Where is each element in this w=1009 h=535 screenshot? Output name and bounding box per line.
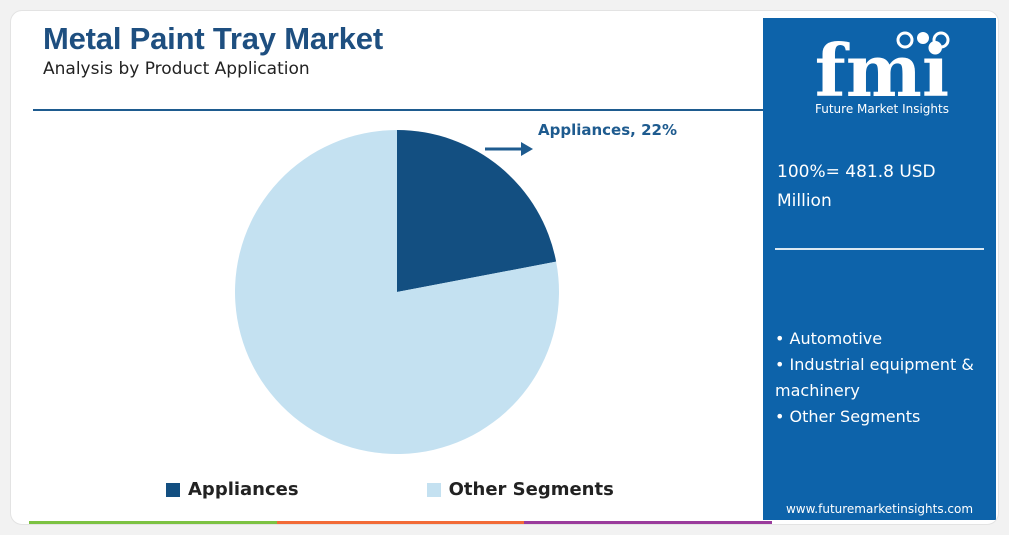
market-total-line1: 100%= 481.8 USD xyxy=(777,162,936,182)
data-label-appliances: Appliances, 22% xyxy=(538,121,677,139)
fmi-logo-letters: fmi xyxy=(815,28,950,106)
bottom-bar-purple xyxy=(524,521,773,524)
segment-item: Automotive xyxy=(775,326,985,352)
bottom-bar-green xyxy=(29,521,277,524)
pie-chart: Appliances, 22% xyxy=(235,121,677,454)
logo-people-icon xyxy=(896,31,950,49)
legend-label-other-segments: Other Segments xyxy=(448,479,614,500)
bottom-color-bar xyxy=(29,521,773,524)
panel-divider xyxy=(775,248,984,250)
fmi-logo: fmi Future Market Insights xyxy=(797,26,967,116)
segment-item: Industrial equipment & machinery xyxy=(775,352,985,404)
market-total: 100%= 481.8 USD Million xyxy=(777,158,977,216)
legend-label-appliances: Appliances xyxy=(188,479,299,500)
chart-card: Metal Paint Tray Market Analysis by Prod… xyxy=(10,10,999,525)
page-title: Metal Paint Tray Market xyxy=(43,21,383,56)
pie-slice-other-segments xyxy=(235,130,560,454)
legend-swatch-other-segments xyxy=(426,482,441,497)
fmi-logo-mark: fmi xyxy=(815,28,950,113)
market-total-line2: Million xyxy=(777,191,832,211)
annotation-arrow-icon xyxy=(485,142,533,156)
legend-swatch-appliances xyxy=(166,482,180,497)
segment-list: Automotive Industrial equipment & machin… xyxy=(775,326,985,430)
title-divider xyxy=(33,109,764,111)
fmi-logo-caption: Future Market Insights xyxy=(814,102,949,116)
segment-item: Other Segments xyxy=(775,404,985,430)
legend-item-other-segments: Other Segments xyxy=(426,479,614,500)
website-url[interactable]: www.futuremarketinsights.com xyxy=(785,502,974,516)
pie-slice-appliances xyxy=(397,130,557,292)
info-panel: fmi Future Market Insights 100%= 481.8 U… xyxy=(763,18,996,520)
chart-legend: Appliances Other Segments xyxy=(166,479,614,500)
page-subtitle: Analysis by Product Application xyxy=(43,59,310,79)
legend-item-appliances: Appliances xyxy=(166,479,299,500)
bottom-bar-orange xyxy=(276,521,525,524)
